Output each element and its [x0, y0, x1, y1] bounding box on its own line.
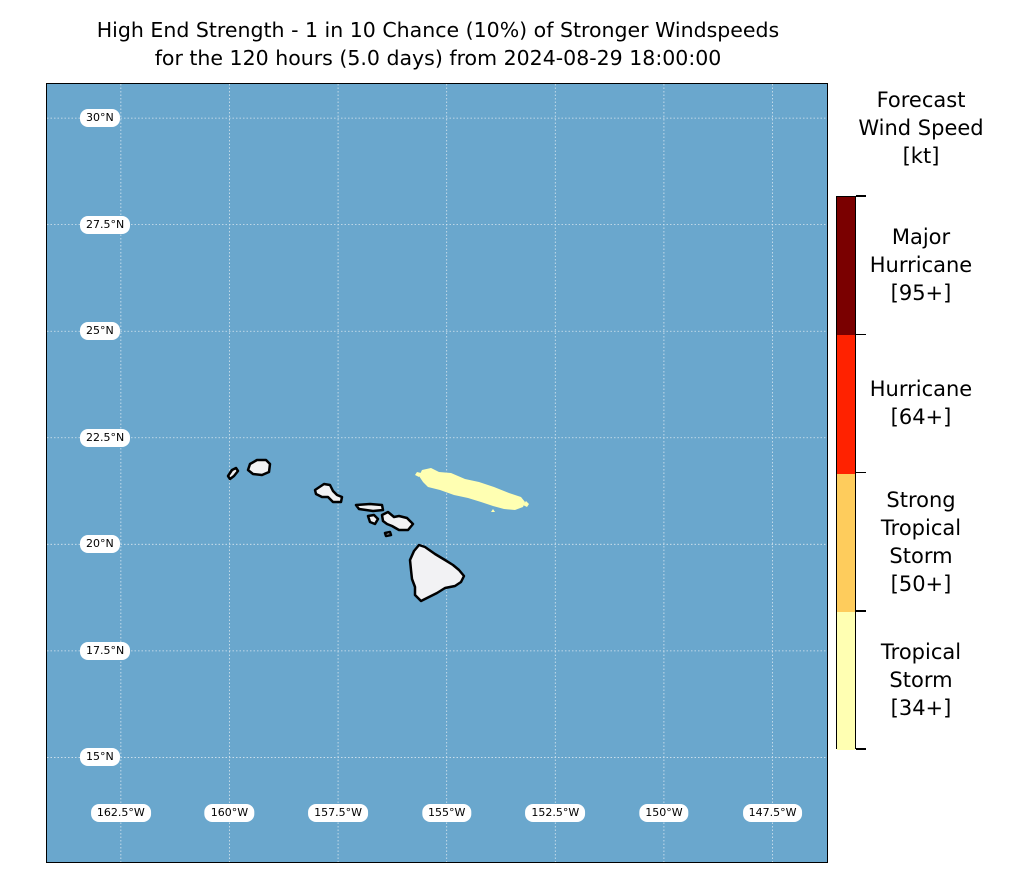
colorbar-label-line: Hurricane — [869, 377, 973, 402]
map-title: High End Strength - 1 in 10 Chance (10%)… — [0, 16, 876, 72]
colorbar-label-line: Strong — [886, 487, 956, 512]
wind-swath-tropical-storm — [415, 468, 529, 512]
longitude-label: 157.5°W — [308, 804, 368, 822]
map-canvas — [47, 84, 827, 862]
colorbar-label-line: [95+] — [890, 281, 952, 306]
colorbar-label-line: [34+] — [890, 695, 952, 720]
colorbar-title-line: Wind Speed — [858, 116, 984, 140]
latitude-label: 17.5°N — [80, 641, 131, 660]
colorbar-tick — [856, 748, 866, 750]
colorbar-title-line: [kt] — [902, 144, 940, 168]
colorbar-tick — [856, 195, 866, 197]
land — [226, 458, 466, 603]
colorbar-tick — [856, 610, 866, 612]
colorbar-label-line: Tropical — [880, 639, 962, 664]
longitude-label: 160°W — [204, 804, 255, 822]
colorbar-label-line: Storm — [889, 667, 953, 692]
colorbar-segment — [837, 335, 855, 474]
longitude-label: 155°W — [422, 804, 472, 822]
island-oahu — [313, 482, 344, 504]
colorbar-segment — [837, 197, 855, 336]
colorbar-label-line: [50+] — [890, 571, 952, 596]
colorbar-segment — [837, 611, 855, 750]
title-line-2: for the 120 hours (5.0 days) from 2024-0… — [154, 46, 722, 70]
map-panel[interactable]: 30°N 27.5°N 25°N 22.5°N 20°N 17.5°N 15°N 162.5… — [46, 83, 828, 863]
island-hawaii — [408, 543, 466, 603]
colorbar-tick — [856, 333, 866, 335]
latitude-label: 15°N — [80, 748, 120, 767]
latitude-label: 25°N — [80, 322, 120, 341]
colorbar-label-line: Tropical — [880, 515, 962, 540]
latitude-label: 20°N — [80, 535, 120, 554]
colorbar — [836, 196, 856, 750]
latitude-label: 27.5°N — [80, 215, 131, 234]
longitude-label: 162.5°W — [90, 804, 151, 822]
wind-swath-area — [419, 468, 525, 510]
island-lanai — [366, 513, 380, 526]
colorbar-segment — [837, 473, 855, 612]
island-kahoolawe — [383, 530, 393, 538]
island-kauai — [246, 458, 272, 477]
longitude-label: 147.5°W — [742, 804, 803, 822]
latitude-label: 22.5°N — [80, 428, 131, 447]
colorbar-category-label: Tropical Storm [34+] — [856, 638, 986, 722]
island-niihau — [226, 466, 240, 481]
island-maui — [380, 510, 415, 532]
colorbar-label-line: Major — [891, 225, 951, 250]
gridlines — [47, 84, 827, 862]
colorbar-category-label: Strong Tropical Storm [50+] — [856, 486, 986, 598]
colorbar-label-line: Storm — [889, 543, 953, 568]
longitude-label: 150°W — [639, 804, 689, 822]
colorbar-title-line: Forecast — [876, 88, 966, 112]
island-molokai — [354, 502, 385, 513]
title-line-1: High End Strength - 1 in 10 Chance (10%)… — [96, 18, 780, 42]
colorbar-title: Forecast Wind Speed [kt] — [840, 86, 1002, 170]
colorbar-category-label: Major Hurricane [95+] — [856, 223, 986, 307]
colorbar-tick — [856, 471, 866, 474]
colorbar-label-line: Hurricane — [869, 253, 973, 278]
longitude-label: 152.5°W — [525, 804, 586, 822]
colorbar-category-label: Hurricane [64+] — [856, 375, 986, 431]
latitude-label: 30°N — [80, 109, 120, 128]
colorbar-label-line: [64+] — [890, 405, 952, 430]
